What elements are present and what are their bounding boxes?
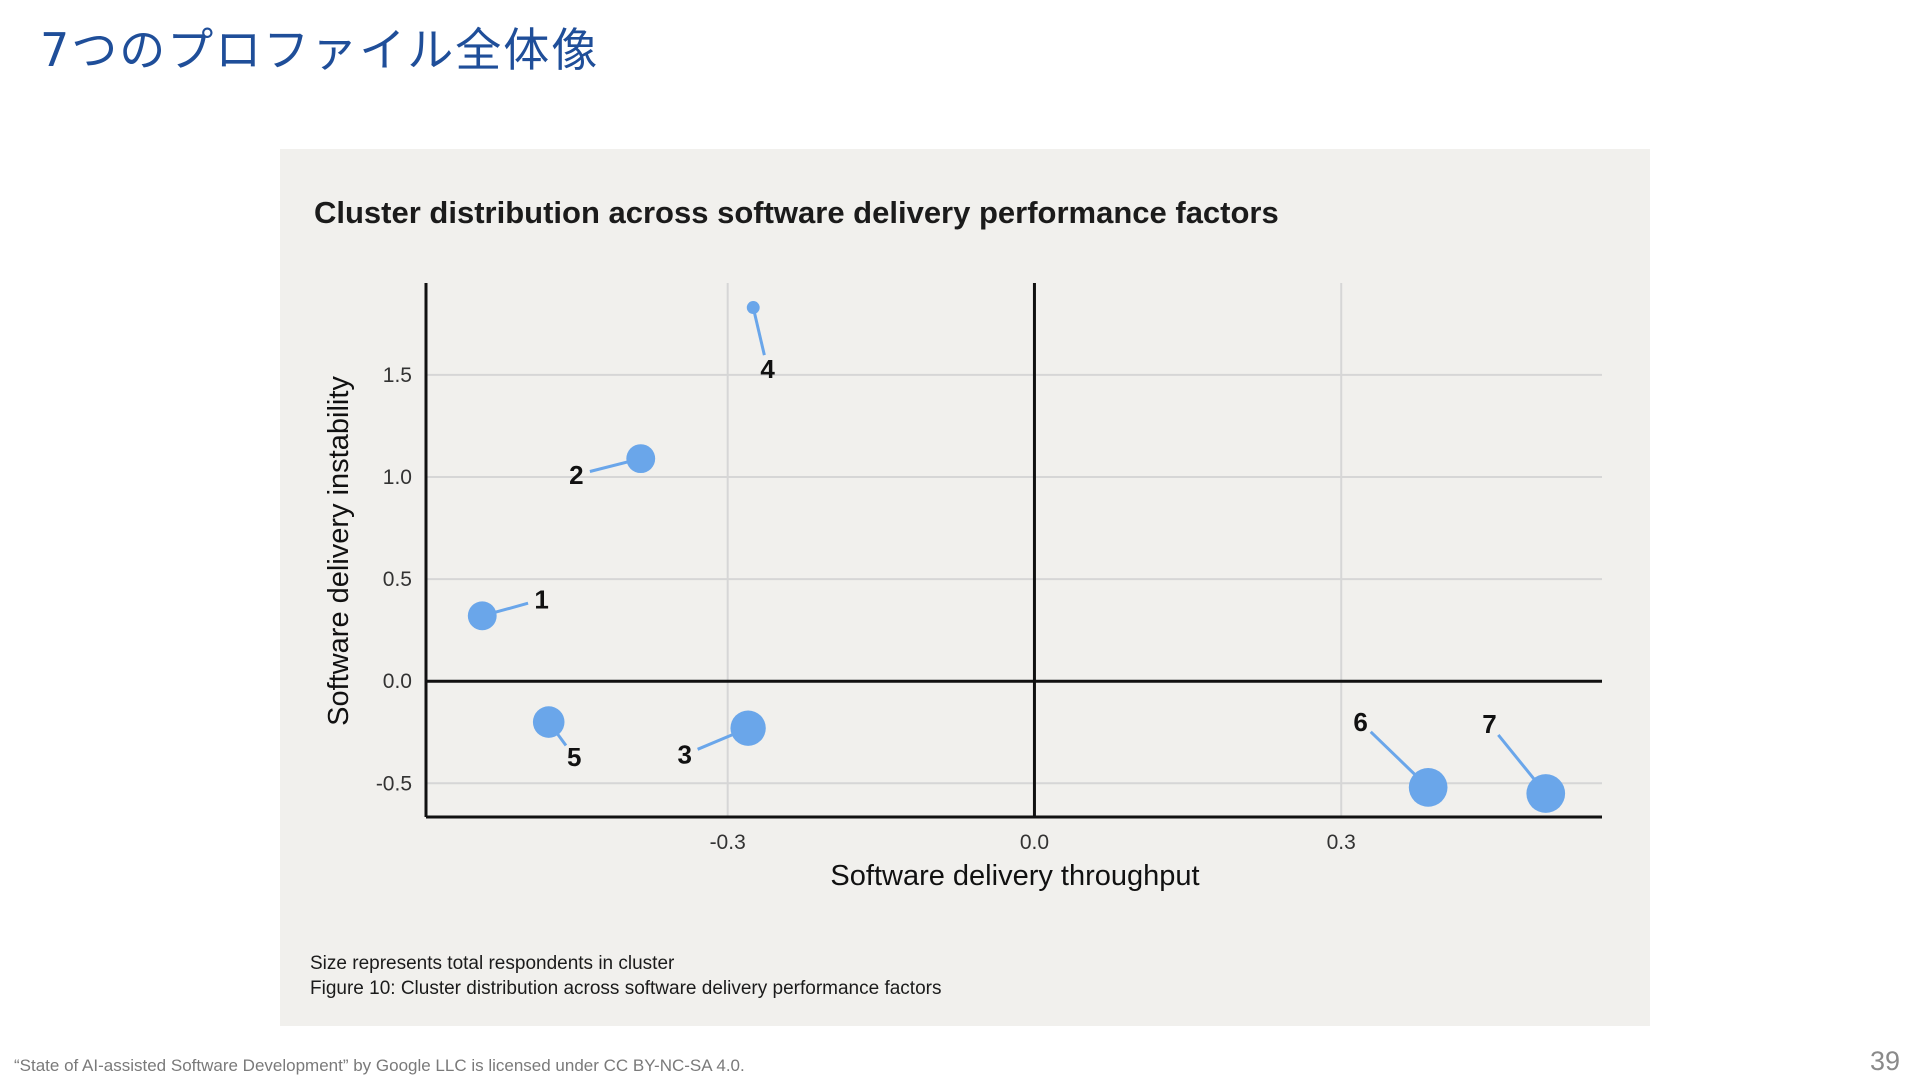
axes: [424, 283, 1602, 819]
slide-title: 7つのプロファイル全体像: [40, 23, 600, 77]
cluster-4-leader-line: [751, 307, 766, 356]
cluster-1-point: [467, 601, 497, 631]
chart-panel: Cluster distribution across software del…: [280, 149, 1650, 1026]
cluster-7-label: 7: [1482, 709, 1496, 739]
cluster-7-point: [1526, 774, 1566, 813]
cluster-6-label: 6: [1353, 707, 1367, 737]
gridlines: [426, 283, 1602, 817]
cluster-3-label: 3: [677, 740, 691, 770]
cluster-4-label: 4: [760, 354, 775, 384]
x-tick-label: 0.0: [1020, 831, 1049, 854]
page-number: 39: [1869, 1046, 1900, 1076]
x-tick-label: -0.3: [710, 831, 746, 854]
size-note: Size represents total respondents in clu…: [310, 953, 675, 974]
y-tick-label: 1.5: [383, 364, 412, 387]
license-credit: “State of AI-assisted Software Developme…: [14, 1056, 745, 1075]
cluster-5-point: [532, 706, 565, 738]
y-tick-label: -0.5: [376, 772, 412, 795]
chart-notes: Size represents total respondents in clu…: [310, 951, 941, 1001]
tick-labels: 1.5 1.0 0.5 0.0 -0.5 -0.3 0.0 0.3: [376, 364, 1356, 854]
y-tick-label: 0.0: [383, 670, 412, 693]
cluster-4-point: [746, 301, 760, 314]
cluster-6-point: [1408, 768, 1448, 807]
y-tick-label: 1.0: [383, 466, 412, 489]
chart-title: Cluster distribution across software del…: [314, 195, 1279, 230]
figure-caption: Figure 10: Cluster distribution across s…: [310, 978, 942, 999]
cluster-2-point: [626, 444, 656, 474]
x-axis-label: Software delivery throughput: [830, 860, 1199, 892]
cluster-1-label: 1: [534, 585, 548, 615]
cluster-2-label: 2: [569, 460, 583, 490]
y-tick-label: 0.5: [383, 568, 412, 591]
scatter-chart: 1.5 1.0 0.5 0.0 -0.5 -0.3 0.0 0.3 1 2 3 4 5 6 7 Softw…: [323, 283, 1602, 892]
data-points: 1 2 3 4 5 6 7: [467, 301, 1566, 813]
cluster-5-label: 5: [567, 742, 581, 772]
y-axis-label: Software delivery instability: [323, 376, 355, 726]
x-tick-label: 0.3: [1327, 831, 1356, 854]
cluster-3-point: [730, 710, 766, 746]
